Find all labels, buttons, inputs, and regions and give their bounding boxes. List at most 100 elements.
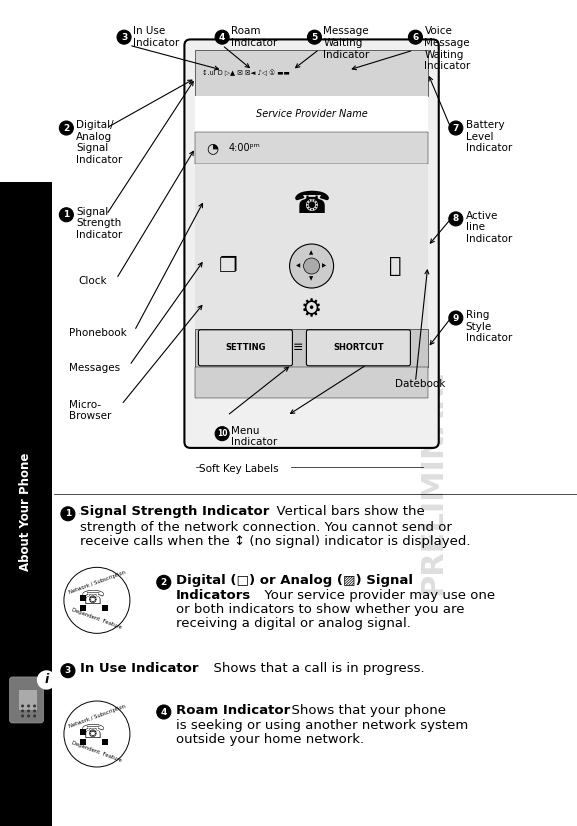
Text: 3: 3 <box>121 33 127 41</box>
Text: Digital (□) or Analog (▨) Signal: Digital (□) or Analog (▨) Signal <box>176 574 413 586</box>
Circle shape <box>61 664 75 677</box>
Text: ▲: ▲ <box>309 250 314 255</box>
Circle shape <box>449 121 463 135</box>
Text: ☎: ☎ <box>293 190 331 220</box>
Text: ◔: ◔ <box>207 141 219 155</box>
Bar <box>0 182 52 826</box>
Text: Your service provider may use one: Your service provider may use one <box>256 589 495 602</box>
Text: Messages: Messages <box>69 363 121 373</box>
Circle shape <box>21 710 24 713</box>
Circle shape <box>308 31 321 44</box>
Circle shape <box>33 714 36 718</box>
Bar <box>196 96 428 132</box>
Text: SETTING: SETTING <box>225 344 265 353</box>
Text: In Use
Indicator: In Use Indicator <box>133 26 179 48</box>
Bar <box>80 729 86 735</box>
Circle shape <box>64 567 130 634</box>
Text: Micro-
Browser: Micro- Browser <box>69 400 112 421</box>
Text: outside your home network.: outside your home network. <box>176 733 364 746</box>
Circle shape <box>157 705 171 719</box>
Text: 10: 10 <box>217 430 227 438</box>
Circle shape <box>59 121 73 135</box>
Bar <box>196 367 428 398</box>
Circle shape <box>27 710 30 713</box>
Circle shape <box>304 258 320 274</box>
Text: is seeking or using another network system: is seeking or using another network syst… <box>176 719 468 732</box>
Text: 26: 26 <box>16 797 36 810</box>
Text: 2: 2 <box>63 124 69 132</box>
Text: 4:00ᵖᵐ: 4:00ᵖᵐ <box>228 143 260 153</box>
Text: 4: 4 <box>219 33 226 41</box>
Circle shape <box>215 31 229 44</box>
Text: Message
Waiting
Indicator: Message Waiting Indicator <box>324 26 370 59</box>
Text: Indicators: Indicators <box>176 589 251 602</box>
Text: or both indicators to show whether you are: or both indicators to show whether you a… <box>176 603 464 616</box>
Text: PRELIMINARY: PRELIMINARY <box>418 363 447 595</box>
Text: ↕.ul D ▷▲ ✉ ✉◄ ♪◁ ① ▬▬: ↕.ul D ▷▲ ✉ ✉◄ ♪◁ ① ▬▬ <box>203 70 290 76</box>
Bar <box>80 605 86 611</box>
Text: 2: 2 <box>160 578 167 586</box>
Bar <box>196 164 428 329</box>
Text: 7: 7 <box>452 124 459 132</box>
Circle shape <box>449 311 463 325</box>
Text: Service Provider Name: Service Provider Name <box>256 109 368 119</box>
Text: ▶: ▶ <box>323 263 327 268</box>
Text: Phonebook: Phonebook <box>69 328 127 338</box>
Circle shape <box>21 714 24 718</box>
Text: ☏: ☏ <box>81 589 105 608</box>
Circle shape <box>117 31 131 44</box>
Text: In Use Indicator: In Use Indicator <box>80 662 198 675</box>
Circle shape <box>449 212 463 225</box>
Bar <box>102 605 108 611</box>
Text: Datebook: Datebook <box>395 379 445 389</box>
Text: Digital/
Analog
Signal
Indicator: Digital/ Analog Signal Indicator <box>76 120 122 165</box>
Text: About Your Phone: About Your Phone <box>20 453 32 572</box>
Text: Signal Strength Indicator: Signal Strength Indicator <box>80 506 269 518</box>
Text: i: i <box>44 673 48 686</box>
Text: 3: 3 <box>65 667 71 675</box>
Circle shape <box>64 701 130 767</box>
Text: ①: ① <box>79 513 80 515</box>
Circle shape <box>27 714 30 718</box>
Text: Shows that a call is in progress.: Shows that a call is in progress. <box>205 662 425 675</box>
Bar <box>18 690 36 710</box>
Text: ≡: ≡ <box>293 341 304 354</box>
Text: 6: 6 <box>413 33 418 41</box>
Text: Dependent  Feature: Dependent Feature <box>72 741 122 763</box>
Text: 9: 9 <box>452 314 459 322</box>
Text: receiving a digital or analog signal.: receiving a digital or analog signal. <box>176 617 411 630</box>
Text: Battery
Level
Indicator: Battery Level Indicator <box>466 120 512 154</box>
Text: 4: 4 <box>160 708 167 716</box>
Text: Signal
Strength
Indicator: Signal Strength Indicator <box>76 206 122 240</box>
Text: 1: 1 <box>63 211 69 219</box>
Text: strength of the network connection. You cannot send or: strength of the network connection. You … <box>80 521 452 534</box>
Text: Shows that your phone: Shows that your phone <box>283 704 446 716</box>
Bar <box>80 739 86 745</box>
Circle shape <box>157 576 171 589</box>
Text: receive calls when the ↕ (no signal) indicator is displayed.: receive calls when the ↕ (no signal) ind… <box>80 535 470 548</box>
Text: 8: 8 <box>453 215 459 223</box>
Text: Roam Indicator: Roam Indicator <box>176 704 290 716</box>
Text: Ring
Style
Indicator: Ring Style Indicator <box>466 310 512 344</box>
Circle shape <box>27 705 30 708</box>
FancyBboxPatch shape <box>306 330 410 366</box>
Text: Network / Subscription: Network / Subscription <box>68 570 126 595</box>
Text: ▼: ▼ <box>309 277 314 282</box>
Text: Soft Key Labels: Soft Key Labels <box>199 464 279 474</box>
Text: 📋: 📋 <box>388 256 401 276</box>
Text: Vertical bars show the: Vertical bars show the <box>268 506 425 518</box>
FancyBboxPatch shape <box>10 677 43 723</box>
Text: ❐: ❐ <box>219 256 238 276</box>
Text: ◀: ◀ <box>297 263 301 268</box>
Text: Dependent  Feature: Dependent Feature <box>72 607 122 629</box>
Text: Voice
Message
Waiting
Indicator: Voice Message Waiting Indicator <box>425 26 471 71</box>
Circle shape <box>409 31 422 44</box>
Text: Clock: Clock <box>78 276 107 286</box>
Circle shape <box>33 710 36 713</box>
Bar <box>196 132 428 164</box>
Circle shape <box>290 244 334 288</box>
Text: Network / Subscription: Network / Subscription <box>68 704 126 729</box>
Text: 5: 5 <box>312 33 317 41</box>
Circle shape <box>38 671 55 689</box>
Bar <box>80 596 86 601</box>
